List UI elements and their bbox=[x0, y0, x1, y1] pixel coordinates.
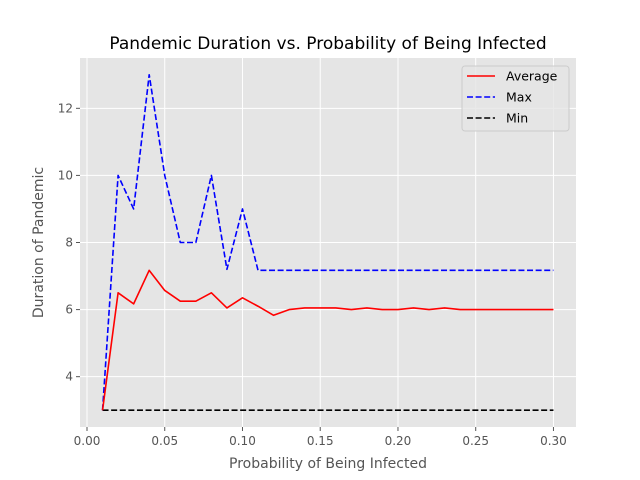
series-layer bbox=[101, 73, 554, 412]
x-tick-label: 0.05 bbox=[151, 434, 178, 448]
x-tick-label: 0.30 bbox=[540, 434, 567, 448]
x-tick-label: 0.00 bbox=[74, 434, 101, 448]
series-max-line bbox=[101, 73, 554, 411]
y-tick-label: 10 bbox=[58, 168, 73, 182]
x-tick-label: 0.10 bbox=[229, 434, 256, 448]
y-tick-label: 8 bbox=[65, 236, 73, 250]
y-tick-label: 6 bbox=[65, 303, 73, 317]
x-axis: 0.00 0.05 0.10 0.15 0.20 0.25 0.30 bbox=[74, 427, 567, 448]
x-tick-label: 0.15 bbox=[307, 434, 334, 448]
chart-title: Pandemic Duration vs. Probability of Bei… bbox=[109, 34, 546, 54]
x-axis-label: Probability of Being Infected bbox=[229, 456, 427, 472]
legend: Average Max Min bbox=[461, 65, 570, 132]
legend-label-average: Average bbox=[506, 69, 558, 84]
y-tick-label: 12 bbox=[58, 101, 73, 115]
y-axis: 4 6 8 10 12 bbox=[58, 101, 80, 384]
legend-label-min: Min bbox=[506, 111, 528, 126]
series-average-line bbox=[101, 269, 554, 411]
x-tick-label: 0.25 bbox=[462, 434, 489, 448]
x-tick-label: 0.20 bbox=[385, 434, 412, 448]
y-tick-label: 4 bbox=[65, 370, 73, 384]
y-axis-label: Duration of Pandemic bbox=[31, 167, 47, 318]
grid bbox=[80, 58, 576, 427]
legend-label-max: Max bbox=[506, 90, 532, 105]
legend-box bbox=[461, 65, 570, 132]
